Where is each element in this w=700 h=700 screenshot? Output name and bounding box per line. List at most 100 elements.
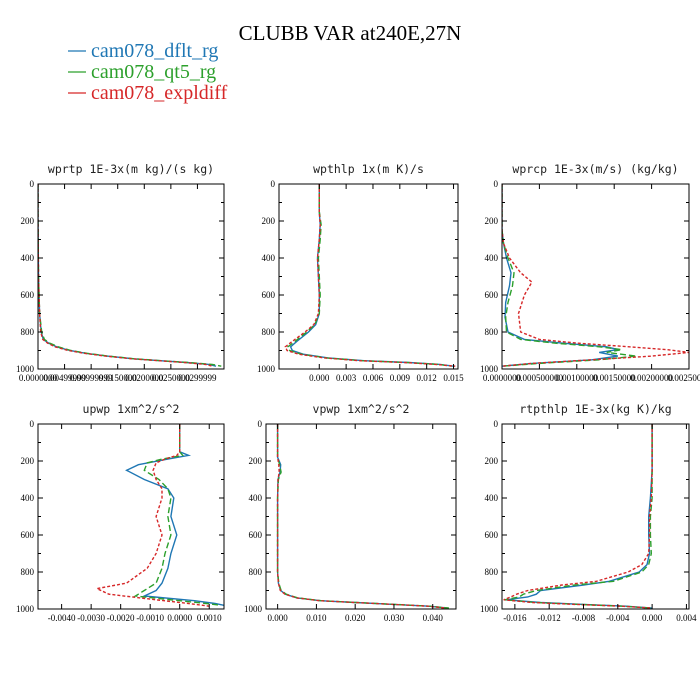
x-tick-label: 0.0250000 bbox=[152, 373, 191, 383]
x-tick-label: 0.0010 bbox=[197, 613, 222, 623]
x-tick-label: 0.0200000 bbox=[125, 373, 164, 383]
y-tick-label: 0 bbox=[494, 419, 499, 429]
chart-panel: wprcp 1E-3x(m/s) (kg/kg) 0 200 400 600 800 100… bbox=[480, 162, 700, 383]
y-tick-label: 200 bbox=[485, 216, 499, 226]
y-tick-label: 1000 bbox=[16, 604, 35, 614]
series-line bbox=[287, 184, 452, 367]
series-line bbox=[506, 424, 653, 609]
plot-frame bbox=[37, 183, 225, 370]
y-tick-label: 400 bbox=[21, 493, 35, 503]
panel-title: rtpthlp 1E-3x(kg K)/kg bbox=[519, 402, 671, 416]
y-tick-label: 0 bbox=[271, 179, 276, 189]
x-tick-label: -0.0030 bbox=[77, 613, 105, 623]
figure-title: CLUBB VAR at240E,27N bbox=[239, 21, 462, 45]
series-line bbox=[504, 424, 653, 609]
x-tick-label: 0.010 bbox=[306, 613, 327, 623]
panel-title: wprcp 1E-3x(m/s) (kg/kg) bbox=[512, 162, 678, 176]
legend-label: cam078_qt5_rg bbox=[91, 61, 216, 83]
y-tick-label: 400 bbox=[485, 493, 499, 503]
plot-frame bbox=[501, 183, 690, 370]
y-tick-label: 200 bbox=[262, 216, 276, 226]
series-line bbox=[125, 424, 224, 606]
y-tick-label: 400 bbox=[262, 253, 276, 263]
panel-title: wpthlp 1x(m K)/s bbox=[313, 162, 424, 176]
y-tick-label: 1000 bbox=[257, 364, 276, 374]
x-tick-label: -0.004 bbox=[606, 613, 630, 623]
x-tick-label: 0.00150000 bbox=[593, 373, 636, 383]
y-tick-label: 400 bbox=[485, 253, 499, 263]
series-line bbox=[284, 184, 456, 367]
x-tick-label: 0.000500000 bbox=[516, 373, 564, 383]
panel-title: wprtp 1E-3x(m kg)/(s kg) bbox=[48, 162, 214, 176]
x-tick-label: 0.040 bbox=[423, 613, 444, 623]
y-tick-label: 600 bbox=[21, 290, 35, 300]
y-tick-label: 600 bbox=[485, 290, 499, 300]
series-line bbox=[276, 424, 447, 609]
x-tick-label: 0.012 bbox=[417, 373, 437, 383]
plot-frame bbox=[278, 183, 459, 370]
y-tick-label: 0 bbox=[494, 179, 499, 189]
panels: wprtp 1E-3x(m kg)/(s kg) 0 200 400 600 800 100… bbox=[16, 162, 700, 623]
x-tick-label: -0.012 bbox=[538, 613, 561, 623]
y-tick-label: 800 bbox=[485, 567, 499, 577]
x-tick-label: 0.0000000 bbox=[19, 373, 58, 383]
x-tick-label: 0.0000 bbox=[167, 613, 192, 623]
y-tick-label: 600 bbox=[262, 290, 276, 300]
legend: cam078_dflt_rgcam078_qt5_rgcam078_expldi… bbox=[68, 40, 228, 104]
series-line bbox=[38, 184, 213, 367]
x-tick-label: 0.009 bbox=[390, 373, 411, 383]
y-tick-label: 200 bbox=[249, 456, 263, 466]
series-line bbox=[38, 184, 217, 367]
plot-frame bbox=[37, 423, 225, 610]
y-tick-label: 1000 bbox=[480, 364, 499, 374]
x-tick-label: 0.015 bbox=[443, 373, 464, 383]
x-tick-label: 0.00999999 bbox=[70, 373, 113, 383]
x-tick-label: 0.0299999 bbox=[178, 373, 217, 383]
series-line bbox=[133, 424, 222, 606]
series-line bbox=[38, 184, 222, 367]
x-tick-label: 0.000 bbox=[309, 373, 330, 383]
series-line bbox=[276, 424, 450, 609]
y-tick-label: 400 bbox=[21, 253, 35, 263]
x-tick-label: -0.016 bbox=[503, 613, 527, 623]
x-tick-label: 0.004 bbox=[676, 613, 697, 623]
x-tick-label: -0.0010 bbox=[136, 613, 164, 623]
x-tick-label: 0.00100000 bbox=[555, 373, 598, 383]
x-tick-label: 0.000 bbox=[268, 613, 289, 623]
x-tick-label: -0.0020 bbox=[107, 613, 135, 623]
y-tick-label: 200 bbox=[485, 456, 499, 466]
x-tick-label: 0.00200000 bbox=[630, 373, 673, 383]
x-tick-label: 0.000 bbox=[642, 613, 663, 623]
y-tick-label: 200 bbox=[21, 456, 35, 466]
legend-label: cam078_dflt_rg bbox=[91, 40, 218, 62]
chart-panel: wpthlp 1x(m K)/s 0 200 400 600 800 1000 0.000 0.… bbox=[257, 162, 464, 383]
series-line bbox=[276, 424, 449, 609]
x-tick-label: 0.030 bbox=[384, 613, 405, 623]
chart-panel: wprtp 1E-3x(m kg)/(s kg) 0 200 400 600 800 100… bbox=[16, 162, 225, 383]
series-line bbox=[502, 184, 619, 367]
y-tick-label: 800 bbox=[21, 327, 35, 337]
y-tick-label: 1000 bbox=[16, 364, 35, 374]
y-tick-label: 600 bbox=[21, 530, 35, 540]
y-tick-label: 1000 bbox=[480, 604, 499, 614]
y-tick-label: 800 bbox=[21, 567, 35, 577]
y-tick-label: 800 bbox=[249, 567, 263, 577]
y-tick-label: 1000 bbox=[244, 604, 263, 614]
x-tick-label: -0.0040 bbox=[48, 613, 76, 623]
y-tick-label: 200 bbox=[21, 216, 35, 226]
y-tick-label: 0 bbox=[30, 179, 35, 189]
plot-frame bbox=[265, 423, 457, 610]
y-tick-label: 600 bbox=[485, 530, 499, 540]
x-tick-label: 0.00499999 bbox=[43, 373, 86, 383]
panel-title: vpwp 1xm^2/s^2 bbox=[313, 402, 410, 416]
y-tick-label: 400 bbox=[249, 493, 263, 503]
x-tick-label: 0.0150000 bbox=[99, 373, 138, 383]
series-line bbox=[502, 184, 689, 367]
x-tick-label: 0.00250000 bbox=[668, 373, 700, 383]
x-tick-label: -0.008 bbox=[572, 613, 596, 623]
legend-label: cam078_expldiff bbox=[91, 82, 228, 104]
chart-panel: rtpthlp 1E-3x(kg K)/kg02004006008001000-… bbox=[480, 402, 697, 623]
x-tick-label: 0.0000000 bbox=[483, 373, 522, 383]
